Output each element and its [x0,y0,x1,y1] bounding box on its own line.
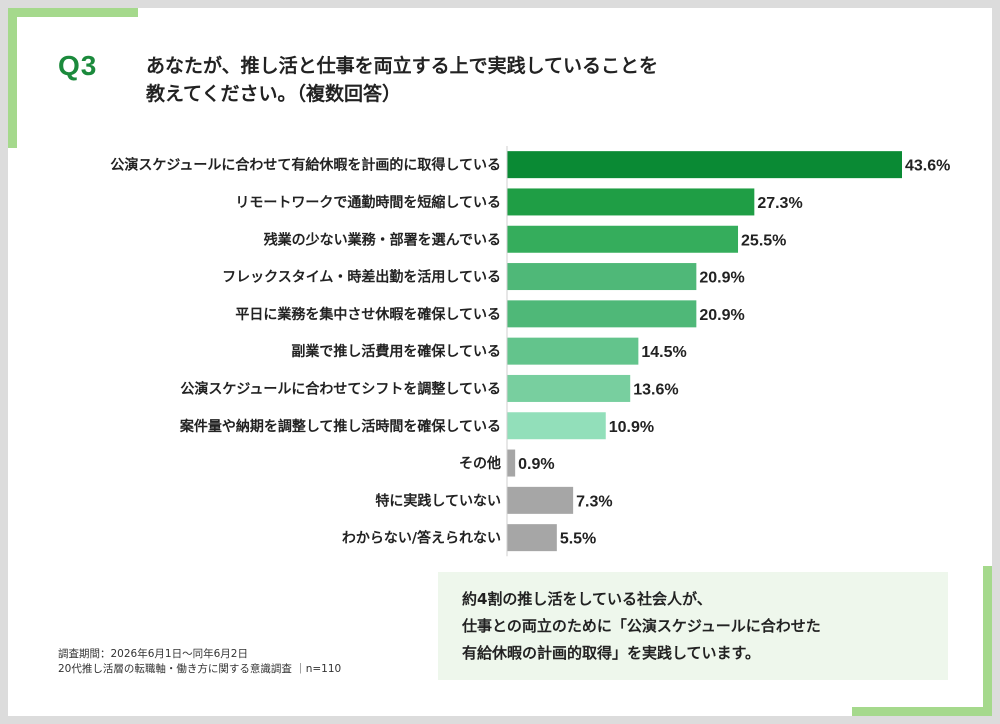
summary-line1: 約4割の推し活をしている社会人が、 [462,590,712,608]
category-label: 案件量や納期を調整して推し活時間を確保している [179,418,501,435]
category-label: その他 [459,455,501,472]
corner-decoration-bottom-right [852,707,992,716]
category-label: リモートワークで通勤時間を短縮している [235,194,501,211]
category-label: 公演スケジュールに合わせて有給休暇を計画的に取得している [110,157,501,174]
value-label: 25.5% [741,232,786,249]
value-label: 14.5% [641,344,686,361]
category-label: 平日に業務を集中させ休暇を確保している [235,306,501,323]
bar [507,449,516,477]
bar [507,300,697,328]
corner-decoration-top-left [8,8,138,17]
bar [507,524,557,552]
corner-decoration-top-left-vertical [8,8,17,148]
value-label: 20.9% [699,307,744,324]
value-label: 0.9% [518,456,554,473]
survey-name: 20代推し活層の転職軸・働き方に関する意識調査 ｜n=110 [58,663,342,675]
summary-box: 約4割の推し活をしている社会人が、 仕事との両立のために「公演スケジュールに合わ… [438,572,948,680]
value-label: 20.9% [699,270,744,287]
summary-line3: 有給休暇の計画的取得」を実践しています。 [462,644,761,662]
corner-decoration-bottom-right-vertical [983,566,992,716]
survey-footnote: 調査期間：2026年6月1日～同年6月2日 20代推し活層の転職軸・働き方に関す… [58,647,341,677]
category-label: 公演スケジュールに合わせてシフトを調整している [180,380,501,397]
bar [507,337,639,365]
bar [507,412,606,440]
survey-period: 調査期間：2026年6月1日～同年6月2日 [58,648,248,660]
bar [507,225,739,253]
question-text: あなたが、推し活と仕事を両立する上で実践していることを 教えてください。（複数回… [146,52,786,108]
bar [507,151,902,179]
category-label: フレックスタイム・時差出勤を活用している [222,269,501,286]
slide: Q3 あなたが、推し活と仕事を両立する上で実践していることを 教えてください。（… [8,8,992,716]
value-label: 13.6% [633,381,678,398]
value-label: 27.3% [757,195,802,212]
bar [507,374,631,402]
summary-text: 約4割の推し活をしている社会人が、 仕事との両立のために「公演スケジュールに合わ… [462,586,821,667]
category-label: わからない/答えられない [342,530,501,547]
bar [507,188,755,216]
value-label: 10.9% [609,419,654,436]
value-label: 7.3% [576,493,612,510]
category-label: 残業の少ない業務・部署を選んでいる [264,231,501,248]
category-label: 副業で推し活費用を確保している [291,343,501,360]
bar-chart: 公演スケジュールに合わせて有給休暇を計画的に取得している 43.6% リモートワーク… [110,146,950,557]
value-label: 43.6% [905,158,950,175]
bar [507,486,574,514]
summary-line2: 仕事との両立のために「公演スケジュールに合わせた [462,617,821,635]
question-text-line2: 教えてください。（複数回答） [146,83,401,105]
question-number: Q3 [58,50,98,81]
question-text-line1: あなたが、推し活と仕事を両立する上で実践していることを [146,55,659,77]
value-label: 5.5% [560,531,596,548]
category-label: 特に実践していない [375,492,501,509]
bar [507,263,697,291]
